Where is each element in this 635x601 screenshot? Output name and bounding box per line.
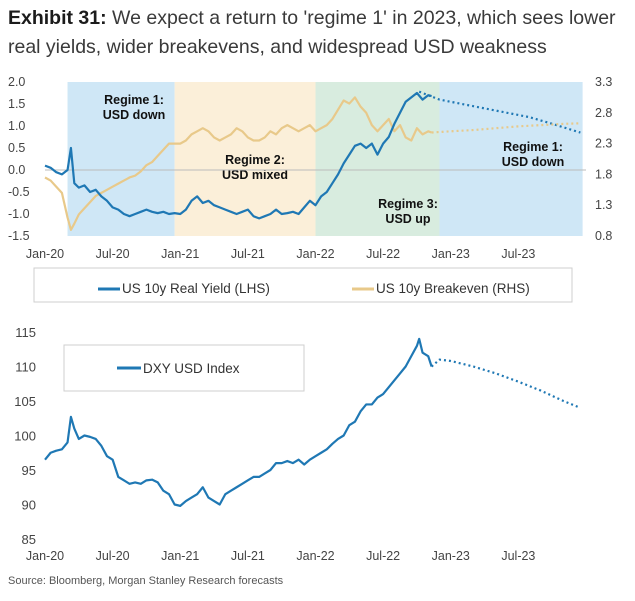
regime-label: Regime 1: [503, 140, 563, 154]
x-tick: Jan-23 [432, 549, 470, 563]
y-tick-right: 2.8 [595, 106, 612, 120]
x-tick: Jan-21 [161, 549, 199, 563]
y-tick-left: -1.5 [8, 229, 30, 243]
y-tick: 90 [22, 498, 36, 513]
regime-label: USD down [502, 155, 565, 169]
x-tick: Jul-21 [231, 247, 265, 261]
y-tick-left: -0.5 [8, 185, 30, 199]
regime-label: Regime 1: [104, 93, 164, 107]
x-tick: Jan-20 [26, 549, 64, 563]
y-tick-right: 2.3 [595, 137, 612, 151]
y-tick-right: 0.8 [595, 229, 612, 243]
x-tick: Jan-21 [161, 247, 199, 261]
legend-label: US 10y Breakeven (RHS) [376, 281, 530, 296]
regime-label: Regime 3: [378, 197, 438, 211]
forecast-line [430, 358, 581, 409]
regime-label: USD up [385, 212, 431, 226]
y-tick: 110 [15, 360, 36, 375]
y-tick-left: 1.0 [8, 119, 25, 133]
y-tick: 115 [15, 325, 36, 340]
exhibit-title-text: We expect a return to 'regime 1' in 2023… [8, 7, 616, 58]
y-tick: 95 [22, 463, 36, 478]
regime-label: USD down [103, 108, 166, 122]
exhibit-label: Exhibit 31: [8, 7, 107, 29]
source-note: Source: Bloomberg, Morgan Stanley Resear… [8, 575, 284, 587]
x-tick: Jan-23 [432, 247, 470, 261]
series-line [44, 337, 433, 507]
x-tick: Jul-23 [501, 247, 535, 261]
x-tick: Jul-23 [501, 549, 535, 563]
x-tick: Jan-22 [296, 247, 334, 261]
x-tick: Jan-20 [26, 247, 64, 261]
legend-label: US 10y Real Yield (LHS) [122, 281, 270, 296]
y-tick-left: -1.0 [8, 207, 30, 221]
x-tick: Jul-20 [96, 247, 130, 261]
forecast-line [431, 122, 581, 134]
regime-label: Regime 2: [225, 153, 285, 167]
x-tick: Jul-22 [366, 247, 400, 261]
series-line [44, 91, 432, 220]
y-tick-left: 0.5 [8, 141, 25, 155]
y-tick-right: 1.3 [595, 198, 612, 212]
y-tick: 85 [22, 532, 36, 547]
x-tick: Jul-20 [96, 549, 130, 563]
exhibit-title: Exhibit 31: We expect a return to 'regim… [8, 4, 630, 62]
regime-label: USD mixed [222, 168, 288, 182]
legend-box [33, 267, 573, 303]
x-tick: Jul-22 [366, 549, 400, 563]
legend-box [63, 344, 305, 392]
regime-band [315, 82, 440, 236]
y-tick-right: 3.3 [595, 75, 612, 89]
x-tick: Jul-21 [231, 549, 265, 563]
series-line [44, 96, 432, 231]
regime-band [67, 82, 175, 236]
y-tick-left: 2.0 [8, 75, 25, 89]
y-tick-left: 0.0 [8, 163, 25, 177]
y-tick-right: 1.8 [595, 167, 612, 181]
y-tick: 100 [14, 429, 36, 444]
y-tick: 105 [14, 394, 36, 409]
y-tick-left: 1.5 [8, 97, 25, 111]
x-tick: Jan-22 [296, 549, 334, 563]
regime-band [439, 82, 583, 236]
legend-label: DXY USD Index [143, 361, 240, 376]
